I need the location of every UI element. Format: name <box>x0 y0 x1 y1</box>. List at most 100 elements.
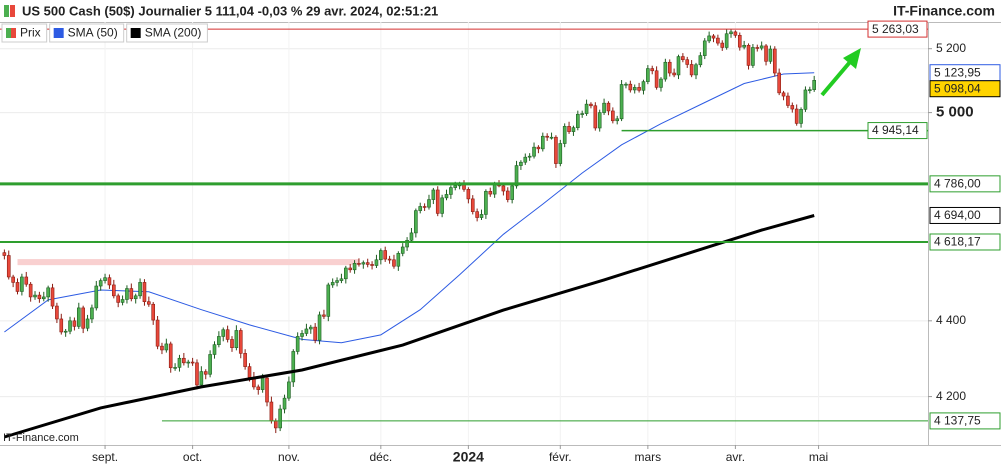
candle-body <box>768 48 773 62</box>
candle-body <box>558 143 563 164</box>
candle-body <box>59 318 64 333</box>
x-tick-label: sept. <box>92 450 118 464</box>
candle-body <box>308 326 313 330</box>
candle-body <box>217 336 221 345</box>
candle-body <box>427 199 431 208</box>
candle-body <box>256 386 261 390</box>
candle-body <box>746 44 751 66</box>
candle-body <box>103 277 107 281</box>
candle-body <box>379 250 383 261</box>
level-label-box <box>929 206 1001 224</box>
watermark: IT-Finance.com <box>3 432 79 444</box>
candle-body <box>764 45 768 62</box>
candle-body <box>755 47 760 49</box>
candle-body <box>20 276 24 292</box>
candle-body <box>667 61 672 74</box>
candle-body <box>164 343 169 351</box>
candle-body <box>374 259 379 266</box>
candle-body <box>808 89 812 91</box>
candle-body <box>733 31 738 36</box>
legend-swatch <box>11 28 16 38</box>
candle-body <box>125 288 129 300</box>
x-tick-label: avr. <box>726 450 745 464</box>
candle-body <box>63 330 68 333</box>
candle-body <box>418 206 423 211</box>
level-label: 5 123,95 <box>934 65 981 79</box>
candle-body <box>387 258 392 261</box>
candle-body <box>514 165 519 187</box>
candle-body <box>339 278 344 281</box>
candle-body <box>742 44 746 48</box>
candle-body <box>523 156 528 163</box>
candle-body <box>611 110 615 122</box>
candle-body <box>392 259 396 267</box>
level-label-box <box>867 20 928 38</box>
candle-body <box>597 112 602 129</box>
candle-body <box>659 78 663 88</box>
candle-body <box>383 250 388 260</box>
candle-body <box>602 102 606 113</box>
candle-body <box>142 282 147 302</box>
candle-body <box>694 64 698 76</box>
candle-body <box>772 48 777 74</box>
candle-body <box>532 146 536 157</box>
candle-body <box>737 35 742 48</box>
candle-body <box>317 314 322 341</box>
candle-body <box>190 361 195 364</box>
candle-body <box>120 299 125 303</box>
candle-body <box>606 102 611 112</box>
candle-body <box>549 136 554 139</box>
candle-body <box>238 330 243 354</box>
x-tick-label: mars <box>635 450 662 464</box>
candle-body <box>6 255 11 278</box>
level-label: 4 618,17 <box>934 235 981 249</box>
candle-body <box>422 206 427 208</box>
candle-body <box>492 184 497 195</box>
candle-body <box>129 288 134 300</box>
x-tick-label: mai <box>809 450 828 464</box>
candle-body <box>155 319 160 347</box>
candle-body <box>751 47 755 66</box>
candle-body <box>182 357 186 364</box>
candle-body <box>681 56 685 61</box>
candle-body <box>46 287 50 298</box>
level-label-box <box>929 175 1001 193</box>
level-label: 4 945,14 <box>872 123 919 137</box>
chart-title: US 500 Cash (50$) Journalier 5 111,04 -0… <box>22 3 438 18</box>
candle-body <box>50 287 55 307</box>
candle-body <box>707 35 711 42</box>
candle-body <box>663 61 668 80</box>
candle-body <box>85 318 90 329</box>
candle-body <box>777 72 781 94</box>
candle-body <box>799 109 803 124</box>
candle-body <box>234 330 239 348</box>
candle-body <box>540 135 545 150</box>
candle-body <box>637 87 641 91</box>
candle-body <box>90 307 94 320</box>
candle-body <box>287 381 291 399</box>
candle-body <box>94 285 99 309</box>
candle-body <box>41 296 46 300</box>
candle-body <box>593 105 598 129</box>
sma-line <box>3 214 815 439</box>
candle-body <box>186 361 191 364</box>
level-label-box <box>867 122 928 140</box>
candle-body <box>199 371 204 386</box>
candle-body <box>168 343 173 369</box>
candle-body <box>273 420 278 429</box>
level-label-box <box>929 233 1001 251</box>
candle-body <box>584 103 589 114</box>
candle-body <box>711 35 716 39</box>
candle-body <box>98 280 103 287</box>
header-icon <box>10 5 15 17</box>
candle-body <box>247 366 252 378</box>
candle-body <box>803 89 808 110</box>
candle-body <box>567 126 571 132</box>
candle-body <box>33 294 37 298</box>
x-tick-label: déc. <box>369 450 392 464</box>
candle-body <box>672 72 676 76</box>
candle-body <box>24 276 29 285</box>
level-label: 4 137,75 <box>934 414 981 428</box>
candle-body <box>151 303 156 321</box>
candle-body <box>11 276 15 283</box>
